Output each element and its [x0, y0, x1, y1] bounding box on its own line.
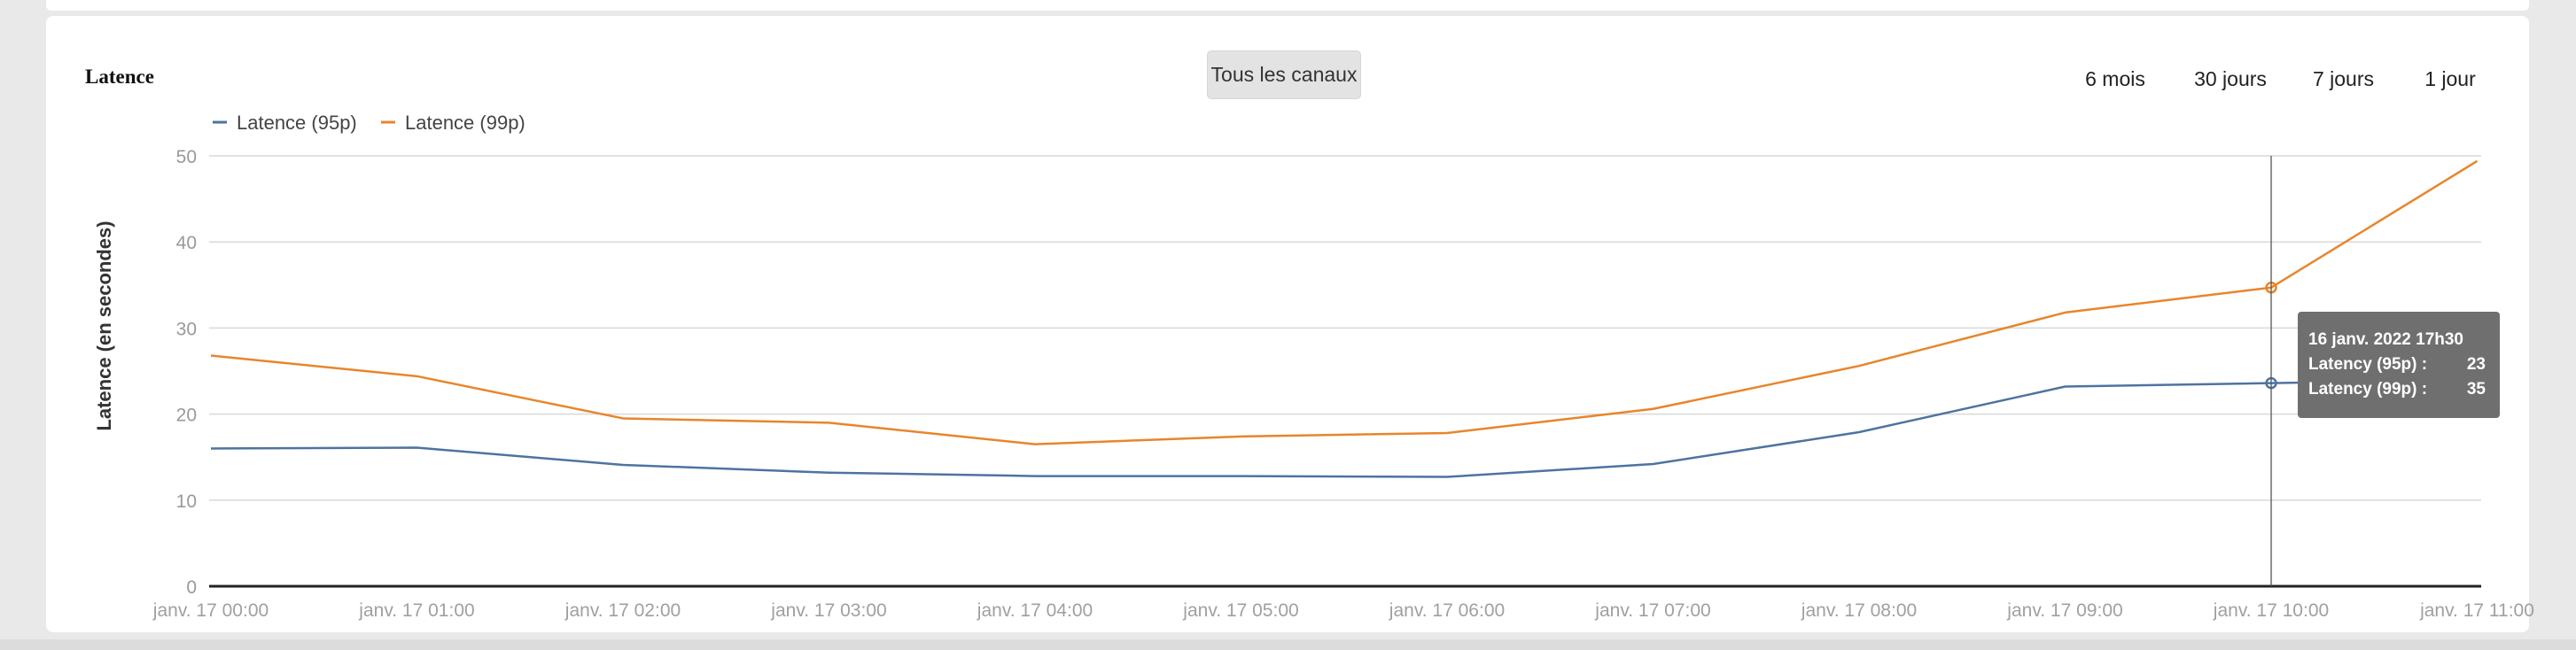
chart-legend: Latence (95p) Latence (99p)	[213, 112, 525, 134]
range-6-months-button[interactable]: 6 mois	[2085, 67, 2145, 90]
x-axis-ticks: janv. 17 00:00 janv. 17 01:00 janv. 17 02:…	[152, 600, 2534, 621]
range-selector: 6 mois 30 jours 7 jours 1 jour	[0, 53, 2576, 106]
y-tick-label: 40	[176, 233, 197, 253]
chart-tooltip: 16 janv. 2022 17h30 Latency (95p) : 23 L…	[2298, 312, 2500, 418]
chart-title: Latence	[85, 66, 154, 88]
y-axis-label: Latence (en secondes)	[93, 221, 115, 430]
previous-card-edge	[46, 0, 2529, 11]
series-line-1	[210, 159, 2479, 445]
x-tick-label: janv. 17 02:00	[564, 600, 681, 621]
tooltip-label-95p: Latency (95p) :	[2308, 355, 2428, 374]
range-1-day-button[interactable]: 1 jour	[2424, 67, 2476, 90]
y-tick-label: 50	[176, 147, 197, 167]
x-tick-label: janv. 17 01:00	[358, 600, 474, 621]
chart-series	[210, 159, 2479, 478]
chart-gridlines	[209, 155, 2481, 588]
all-channels-button[interactable]: Tous les canaux	[1207, 50, 1361, 99]
range-7-days-button[interactable]: 7 jours	[2312, 67, 2375, 90]
x-tick-label: janv. 17 11:00	[2419, 600, 2534, 621]
y-tick-label: 30	[176, 319, 197, 339]
x-tick-label: janv. 17 04:00	[977, 600, 1093, 621]
y-tick-label: 0	[186, 577, 197, 598]
y-axis-ticks: 0 10 20 30 40 50	[176, 147, 197, 598]
x-tick-label: janv. 17 10:00	[2213, 600, 2329, 621]
latency-card	[46, 16, 2529, 632]
x-tick-label: janv. 17 05:00	[1182, 600, 1298, 621]
y-tick-label: 10	[176, 491, 197, 512]
y-tick-label: 20	[176, 406, 197, 426]
x-tick-label: janv. 17 08:00	[1801, 600, 1917, 621]
tooltip-row-95p: Latency (95p) : 23	[2308, 352, 2489, 377]
legend-label-0[interactable]: Latence (95p)	[237, 112, 357, 134]
x-tick-label: janv. 17 09:00	[2006, 600, 2122, 621]
x-tick-label: janv. 17 00:00	[152, 600, 268, 621]
x-tick-label: janv. 17 06:00	[1389, 600, 1505, 621]
series-line-0	[210, 378, 2478, 478]
range-30-days-button[interactable]: 30 jours	[2194, 67, 2267, 90]
x-tick-label: janv. 17 03:00	[770, 600, 886, 621]
tooltip-title: 16 janv. 2022 17h30	[2308, 330, 2463, 349]
x-tick-label: janv. 17 07:00	[1594, 600, 1710, 621]
tooltip-value-99p: 35	[2466, 380, 2486, 399]
tooltip-value-95p: 23	[2466, 355, 2486, 374]
legend-label-1[interactable]: Latence (99p)	[405, 112, 525, 134]
tooltip-label-99p: Latency (99p) :	[2308, 380, 2428, 399]
page-bottom-strip	[0, 639, 2576, 650]
tooltip-row-99p: Latency (99p) : 35	[2308, 377, 2489, 402]
